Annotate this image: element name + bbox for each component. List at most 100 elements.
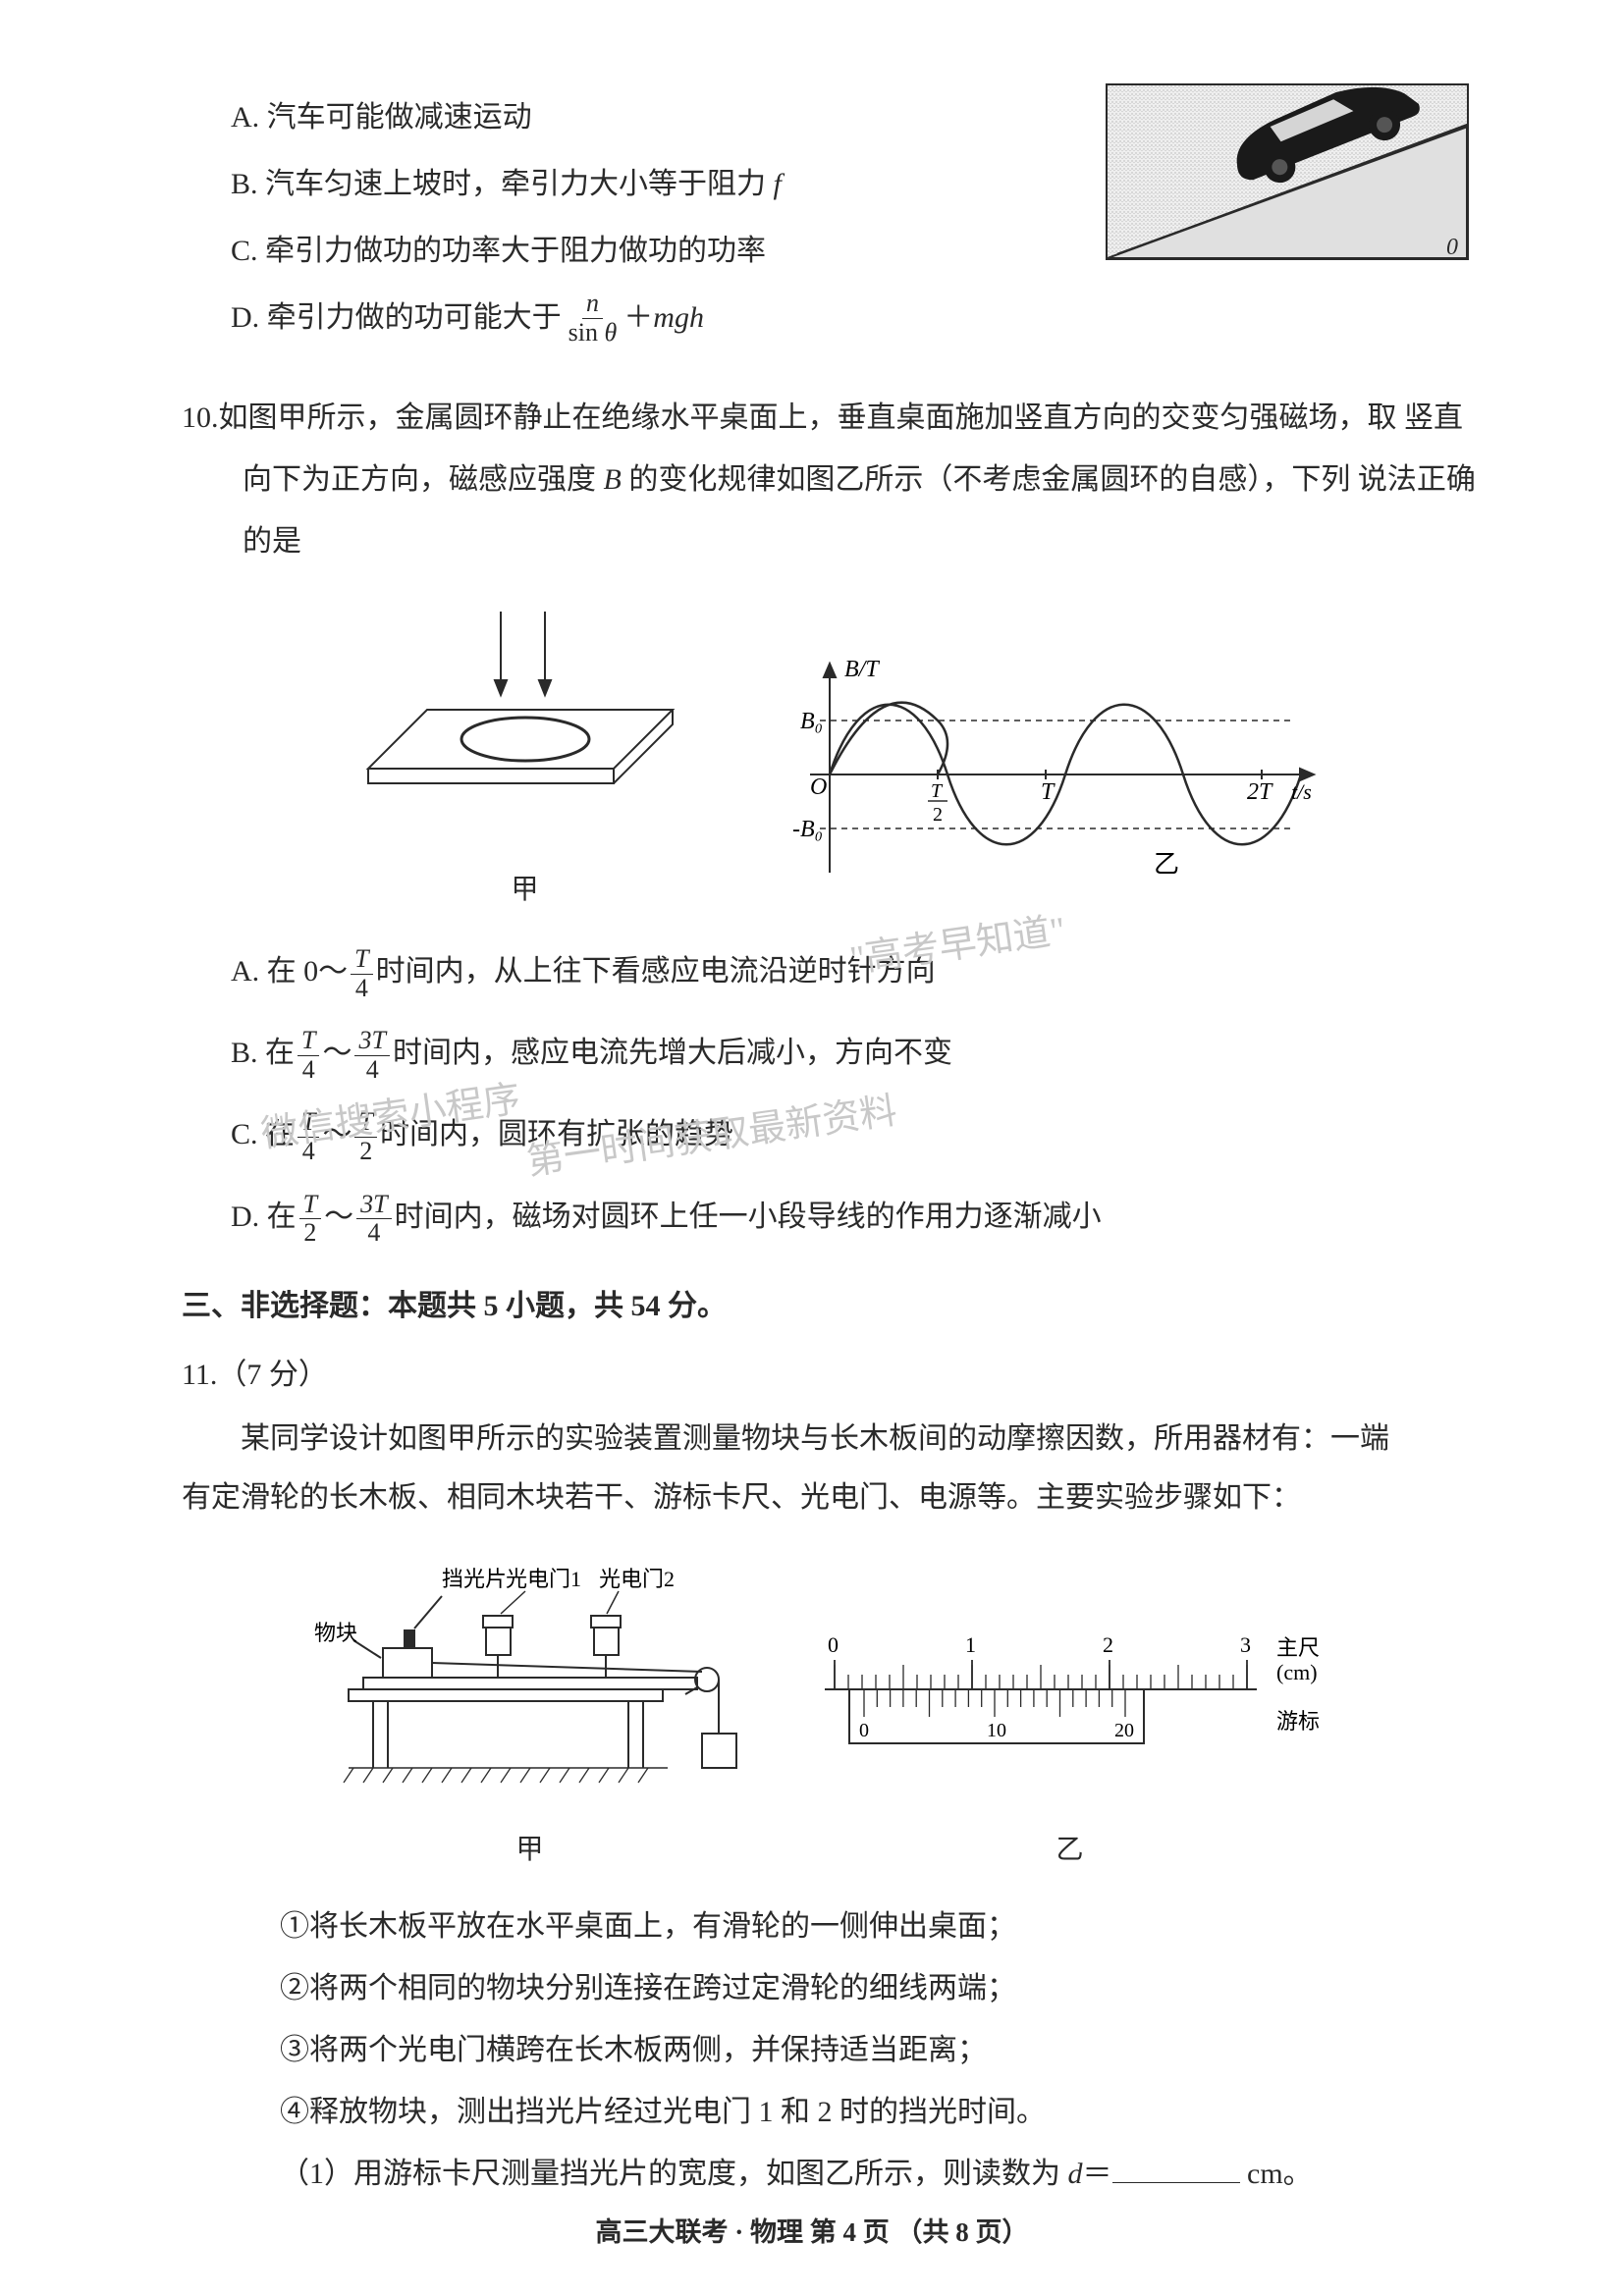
q9-option-c: C. 牵引力做功的功率大于阻力做功的功率 xyxy=(231,222,1477,281)
question-11: 11.（7 分） 某同学设计如图甲所示的实验装置测量物块与长木板间的动摩擦因数，… xyxy=(182,1346,1477,2204)
q10d-n2: 3T xyxy=(356,1191,391,1220)
answer-blank[interactable] xyxy=(1112,2159,1240,2183)
bt-graph-figure: B/T B₀ -B₀ O T 2 T 2T t/s 乙 xyxy=(771,652,1321,918)
q10c-n2: T xyxy=(354,1108,376,1138)
q10c-d1: 4 xyxy=(298,1138,319,1166)
q10-B: B xyxy=(604,463,622,496)
q10b-n2: 3T xyxy=(354,1027,389,1056)
q10-stem: 10.如图甲所示，金属圆环静止在绝缘水平桌面上，垂直桌面施加竖直方向的交变匀强磁… xyxy=(182,387,1477,572)
q10d-d2: 4 xyxy=(363,1219,384,1248)
graph-thalf-num: T xyxy=(931,780,944,802)
graph-2T: 2T xyxy=(1247,779,1273,805)
q10a-num: T xyxy=(351,945,372,975)
q10b-n1: T xyxy=(298,1027,319,1056)
sub1-unit: cm。 xyxy=(1247,2158,1313,2190)
q10-option-d: D. 在T2～3T4时间内，磁场对圆环上任一小段导线的作用力逐渐减小 xyxy=(231,1188,1477,1248)
step3-text: ③将两个光电门横跨在长木板两侧，并保持适当距离； xyxy=(280,2034,987,2066)
q9d-theta: θ xyxy=(605,318,618,347)
step4-text: ④释放物块，测出挡光片经过光电门 1 和 2 时的挡光时间。 xyxy=(280,2096,1046,2128)
q9-option-a: A. 汽车可能做减速运动 xyxy=(231,88,1477,147)
q10d-d1: 2 xyxy=(299,1219,320,1248)
q10b-d1: 4 xyxy=(298,1056,319,1085)
q9d-den: sin θ xyxy=(565,319,622,347)
fig-jia-label: 甲 xyxy=(339,863,712,918)
q10-l2c: 的变化规律如图乙所示（不考虑金属圆环的自感），下列 xyxy=(622,463,1351,496)
label-gate1: 光电门1 xyxy=(506,1567,581,1591)
ruler-1: 1 xyxy=(965,1632,976,1657)
q10c-mid: ～ xyxy=(322,1118,352,1150)
q10d-f2: 3T4 xyxy=(356,1191,391,1248)
ruler-0: 0 xyxy=(828,1632,839,1657)
q10d-post: 时间内，磁场对圆环上任一小段导线的作用力逐渐减小 xyxy=(395,1201,1102,1233)
graph-neg-b0: -B₀ xyxy=(792,817,823,842)
q10-options: "高考早知道" 微信搜索小程序 第一时间获取最新资料 A. 在 0～T4时间内，… xyxy=(182,942,1477,1248)
q9-option-d: D. 牵引力做的功可能大于 n sin θ ＋ mgh xyxy=(231,289,1477,347)
q10-figures: 甲 xyxy=(182,592,1477,918)
q11-sub-1: （1）用游标卡尺测量挡光片的宽度，如图乙所示，则读数为 d＝ cm。 xyxy=(280,2145,1477,2204)
q9-option-b: B. 汽车匀速上坡时，牵引力大小等于阻力 f xyxy=(231,155,1477,214)
q10d-pre: D. 在 xyxy=(231,1201,297,1233)
label-main-ruler: 主尺 xyxy=(1276,1635,1320,1660)
q10b-pre: B. 在 xyxy=(231,1037,295,1069)
q9d-plus: ＋ xyxy=(623,289,653,347)
ruler-3: 3 xyxy=(1240,1632,1251,1657)
question-10: 10.如图甲所示，金属圆环静止在绝缘水平桌面上，垂直桌面施加竖直方向的交变匀强磁… xyxy=(182,387,1477,1248)
q10a-pre: A. 在 0～ xyxy=(231,955,348,988)
q10b-d2: 4 xyxy=(362,1056,383,1085)
q10c-d2: 2 xyxy=(355,1138,376,1166)
apparatus-figure: 挡光片 光电门1 光电门2 物块 甲 xyxy=(314,1542,746,1878)
q10c-n1: T xyxy=(298,1108,319,1138)
ring-table-figure: 甲 xyxy=(339,592,712,918)
sub1-eq: ＝ xyxy=(1083,2158,1112,2190)
q10a-post: 时间内，从上往下看感应电流沿逆时针方向 xyxy=(376,955,936,988)
q10c-post: 时间内，圆环有扩张的趋势 xyxy=(380,1118,733,1150)
q10-option-a: A. 在 0～T4时间内，从上往下看感应电流沿逆时针方向 xyxy=(231,942,1477,1002)
q11-header: 11.（7 分） xyxy=(182,1346,1477,1405)
q9b-var: f xyxy=(774,168,782,200)
vernier-10: 10 xyxy=(987,1720,1006,1741)
q9d-num: n xyxy=(582,290,603,319)
q11-step-4: ④释放物块，测出挡光片经过光电门 1 和 2 时的挡光时间。 xyxy=(280,2083,1477,2142)
sub1-pre: （1）用游标卡尺测量挡光片的宽度，如图乙所示，则读数为 xyxy=(280,2158,1068,2190)
q10d-f1: T2 xyxy=(299,1191,321,1248)
vernier-figure: 0 1 2 3 主尺 (cm) 游标 0 10 20 乙 xyxy=(795,1611,1345,1878)
q9b-text: B. 汽车匀速上坡时，牵引力大小等于阻力 xyxy=(231,168,774,200)
step1-text: ①将长木板平放在水平桌面上，有滑轮的一侧伸出桌面； xyxy=(280,1910,1016,1943)
vernier-20: 20 xyxy=(1114,1720,1134,1741)
q10a-den: 4 xyxy=(352,975,372,1003)
q11-step-2: ②将两个相同的物块分别连接在跨过定滑轮的细线两端； xyxy=(280,1959,1477,2018)
q10-option-c: C. 在T4～T2时间内，圆环有扩张的趋势 xyxy=(231,1105,1477,1165)
fig-yi-label-2: 乙 xyxy=(795,1823,1345,1878)
q10d-n1: T xyxy=(299,1191,321,1220)
q10b-mid: ～ xyxy=(322,1037,352,1069)
page-footer: 高三大联考 · 物理 第 4 页 （共 8 页） xyxy=(0,2211,1624,2249)
fig-jia-label-2: 甲 xyxy=(314,1823,746,1878)
q10c-pre: C. 在 xyxy=(231,1118,295,1150)
graph-origin: O xyxy=(810,774,827,800)
q9d-fraction: n sin θ xyxy=(565,290,622,347)
q10b-post: 时间内，感应电流先增大后减小，方向不变 xyxy=(393,1037,952,1069)
fig-yi-label: 乙 xyxy=(1154,850,1179,879)
vernier-0: 0 xyxy=(859,1720,869,1741)
q10c-f1: T4 xyxy=(298,1108,319,1165)
label-dgp: 挡光片 xyxy=(442,1567,507,1591)
q11-step-1: ①将长木板平放在水平桌面上，有滑轮的一侧伸出桌面； xyxy=(280,1897,1477,1956)
q9d-pre: D. 牵引力做的功可能大于 xyxy=(231,289,562,347)
graph-xlabel: t/s xyxy=(1291,779,1312,804)
ruler-2: 2 xyxy=(1103,1632,1113,1657)
graph-ylabel: B/T xyxy=(844,657,880,682)
q10-option-b: B. 在T4～3T4时间内，感应电流先增大后减小，方向不变 xyxy=(231,1024,1477,1084)
q10-l1: 如图甲所示，金属圆环静止在绝缘水平桌面上，垂直桌面施加竖直方向的交变匀强磁场，取 xyxy=(219,401,1397,434)
q9d-mgh: mgh xyxy=(653,289,704,347)
graph-b0: B₀ xyxy=(800,709,823,734)
graph-thalf-den: 2 xyxy=(933,804,943,826)
section-3-title: 三、非选择题：本题共 5 小题，共 54 分。 xyxy=(182,1277,1477,1336)
label-vernier: 游标 xyxy=(1276,1709,1320,1734)
q10b-f2: 3T4 xyxy=(354,1027,389,1084)
q10a-frac: T4 xyxy=(351,945,372,1002)
q11-stem-p2: 有定滑轮的长木板、相同木块若干、游标卡尺、光电门、电源等。主要实验步骤如下： xyxy=(182,1468,1477,1527)
q9d-sin: sin xyxy=(568,318,605,347)
sub1-d: d xyxy=(1068,2158,1083,2190)
q11-step-3: ③将两个光电门横跨在长木板两侧，并保持适当距离； xyxy=(280,2021,1477,2080)
label-gate2: 光电门2 xyxy=(599,1567,675,1591)
